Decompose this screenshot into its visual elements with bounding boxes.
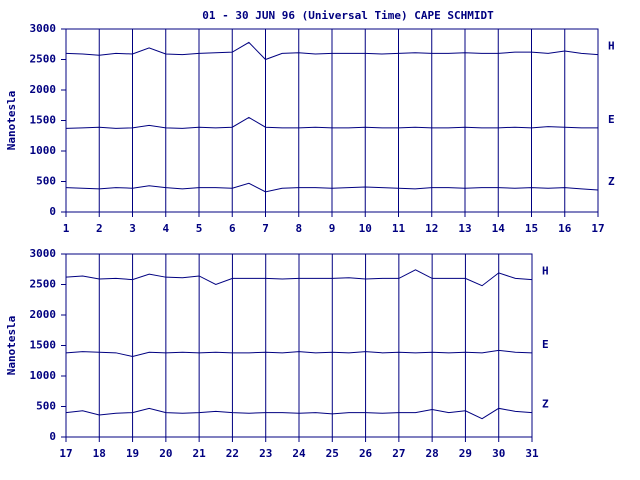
y-tick-label: 1000 <box>30 144 57 157</box>
x-tick-label: 13 <box>458 222 471 235</box>
x-tick-label: 15 <box>525 222 538 235</box>
y-tick-label: 500 <box>36 175 56 188</box>
y-tick-label: 1500 <box>30 114 57 127</box>
x-tick-label: 28 <box>426 447 439 460</box>
x-tick-label: 24 <box>292 447 306 460</box>
x-tick-label: 17 <box>591 222 604 235</box>
y-tick-label: 0 <box>49 430 56 443</box>
y-tick-label: 0 <box>49 205 56 218</box>
y-tick-label: 1500 <box>30 339 57 352</box>
x-tick-label: 21 <box>193 447 207 460</box>
x-tick-label: 25 <box>326 447 339 460</box>
series-label: H <box>542 265 549 278</box>
x-tick-label: 26 <box>359 447 373 460</box>
chart-title: 01 - 30 JUN 96 (Universal Time) CAPE SCH… <box>202 9 494 22</box>
series-line <box>65 41 599 61</box>
y-axis-label: Nanotesla <box>5 91 18 151</box>
x-tick-label: 7 <box>262 222 269 235</box>
series-line <box>65 116 598 129</box>
series-label: Z <box>542 398 549 411</box>
y-tick-label: 2000 <box>30 83 57 96</box>
x-tick-label: 5 <box>196 222 203 235</box>
x-tick-label: 20 <box>159 447 172 460</box>
series-line <box>65 407 533 420</box>
y-tick-label: 3000 <box>30 247 57 260</box>
x-tick-label: 1 <box>63 222 70 235</box>
x-tick-label: 16 <box>558 222 572 235</box>
x-tick-label: 11 <box>392 222 406 235</box>
series-label: Z <box>608 175 615 188</box>
x-tick-label: 23 <box>259 447 272 460</box>
y-tick-label: 500 <box>36 400 56 413</box>
x-tick-label: 22 <box>226 447 239 460</box>
x-tick-label: 10 <box>359 222 372 235</box>
series-line <box>65 182 599 193</box>
x-tick-label: 27 <box>392 447 405 460</box>
x-tick-label: 14 <box>492 222 506 235</box>
x-tick-label: 30 <box>492 447 505 460</box>
series-label: H <box>608 40 615 53</box>
y-tick-label: 1000 <box>30 369 57 382</box>
series-line <box>65 269 533 287</box>
series-label: E <box>542 338 549 351</box>
x-tick-label: 9 <box>329 222 336 235</box>
x-tick-label: 29 <box>459 447 472 460</box>
x-tick-label: 31 <box>525 447 539 460</box>
x-tick-label: 18 <box>93 447 106 460</box>
x-tick-label: 19 <box>126 447 139 460</box>
series-label: E <box>608 113 615 126</box>
x-tick-label: 12 <box>425 222 438 235</box>
x-tick-label: 4 <box>162 222 169 235</box>
y-tick-label: 2500 <box>30 53 57 66</box>
y-tick-label: 2500 <box>30 278 57 291</box>
x-tick-label: 8 <box>295 222 302 235</box>
x-tick-label: 2 <box>96 222 103 235</box>
y-tick-label: 2000 <box>30 308 57 321</box>
y-tick-label: 3000 <box>30 22 57 35</box>
y-axis-label: Nanotesla <box>5 316 18 376</box>
series-line <box>65 349 533 357</box>
x-tick-label: 17 <box>59 447 72 460</box>
x-tick-label: 3 <box>129 222 136 235</box>
x-tick-label: 6 <box>229 222 236 235</box>
